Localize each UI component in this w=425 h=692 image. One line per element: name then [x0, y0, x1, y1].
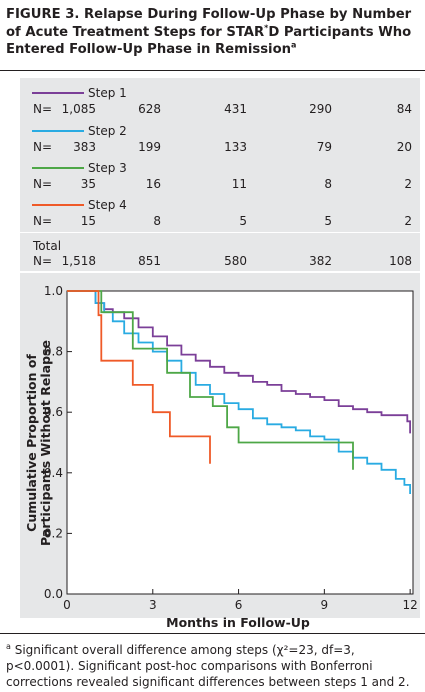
n-prefix: N=: [33, 102, 53, 116]
bottom-rule: [0, 633, 425, 634]
at-risk-count: 16: [145, 177, 161, 191]
x-tick-label: 9: [321, 598, 329, 612]
at-risk-count: 79: [316, 140, 332, 154]
legend-line-step-3: [32, 167, 84, 169]
at-risk-count: 431: [224, 102, 247, 116]
at-risk-count: 628: [138, 102, 161, 116]
figure-title: FIGURE 3. Relapse During Follow-Up Phase…: [6, 6, 420, 59]
at-risk-count: 84: [396, 102, 412, 116]
y-tick-label: 0.2: [44, 526, 63, 540]
x-tick-label: 0: [63, 598, 71, 612]
title-footnote-marker: a: [291, 40, 297, 50]
at-risk-count: 133: [224, 140, 247, 154]
table-total-separator: [20, 232, 420, 233]
legend-label-step-2: Step 2: [88, 124, 127, 138]
at-risk-count: 2: [404, 177, 412, 191]
n-value: 15: [80, 214, 96, 228]
at-risk-count: 199: [138, 140, 161, 154]
top-rule: [0, 70, 425, 71]
series-line-step-3: [67, 290, 354, 470]
legend-line-step-1: [32, 92, 84, 94]
series-layer: [67, 290, 411, 494]
title-rest: D Participants Who Entered Follow-Up Pha…: [6, 24, 412, 58]
n-value: 35: [80, 177, 96, 191]
y-tick-label: 1.0: [44, 284, 63, 298]
legend-label-step-3: Step 3: [88, 161, 127, 175]
legend-label-step-1: Step 1: [88, 86, 127, 100]
plot-layer: 0 3 6 9 12 0.0 0.2 0.4 0.6 0.8 1.0: [44, 284, 418, 612]
n-prefix: N=: [33, 214, 53, 228]
n-prefix: N=: [33, 140, 53, 154]
n-prefix: N=: [33, 177, 53, 191]
at-risk-count: 290: [309, 102, 332, 116]
at-risk-count: 8: [153, 214, 161, 228]
x-tick-label: 3: [149, 598, 157, 612]
y-tick-label: 0.6: [44, 405, 63, 419]
y-tick-label: 0.0: [44, 587, 63, 601]
at-risk-count: 2: [404, 214, 412, 228]
y-axis-label-line-1: Cumulative Proportion of: [24, 354, 39, 532]
legend-line-step-4: [32, 204, 84, 206]
y-axis-label-line-2: Participants Without Relapse: [38, 340, 53, 546]
title-superscript: *: [264, 23, 269, 33]
survival-chart: 0 3 6 9 12 0.0 0.2 0.4 0.6 0.8 1.0 Months in Follo…: [20, 273, 420, 630]
series-line-step-4: [67, 290, 211, 464]
at-risk-count: 20: [396, 140, 412, 154]
x-tick-label: 6: [235, 598, 243, 612]
total-label: Total: [33, 239, 62, 253]
series-line-step-2: [67, 290, 411, 494]
y-tick-label: 0.8: [44, 345, 63, 359]
at-risk-count: 5: [324, 214, 332, 228]
legend-label-step-4: Step 4: [88, 198, 127, 212]
total-count: 108: [389, 254, 412, 268]
footnote: a Significant overall difference among s…: [6, 642, 420, 690]
total-count: 580: [224, 254, 247, 268]
total-n-prefix: N=: [33, 254, 53, 268]
x-axis-label: Months in Follow-Up: [166, 615, 310, 630]
footnote-marker: a: [6, 642, 11, 651]
x-tick-label: 12: [402, 598, 417, 612]
y-tick-label: 0.4: [44, 466, 63, 480]
title-main: FIGURE 3. Relapse During Follow-Up Phase…: [6, 7, 412, 40]
table-background: [20, 78, 420, 271]
total-count: 382: [309, 254, 332, 268]
legend-line-step-2: [32, 130, 84, 132]
at-risk-count: 8: [324, 177, 332, 191]
n-value: 1,085: [61, 102, 96, 116]
total-count: 851: [138, 254, 161, 268]
total-n-value: 1,518: [61, 254, 96, 268]
series-line-step-1: [67, 290, 411, 434]
at-risk-count: 5: [239, 214, 247, 228]
at-risk-count: 11: [231, 177, 247, 191]
n-value: 383: [73, 140, 96, 154]
footnote-text: Significant overall difference among ste…: [6, 643, 410, 689]
